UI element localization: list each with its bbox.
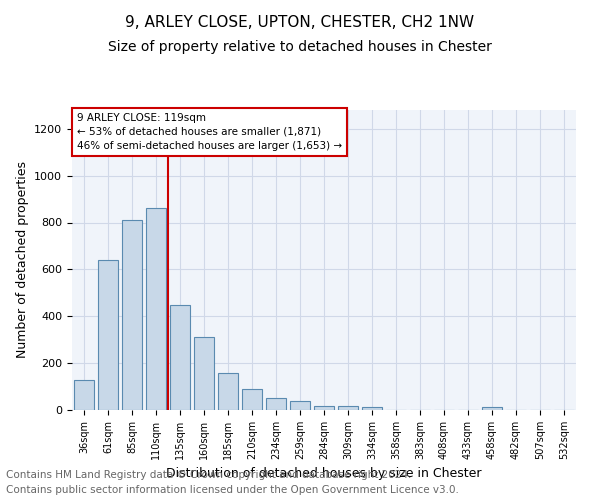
- Bar: [122, 220, 142, 410]
- Bar: [482, 407, 502, 410]
- Bar: [242, 389, 262, 410]
- Bar: [74, 380, 94, 410]
- Text: 9 ARLEY CLOSE: 119sqm
← 53% of detached houses are smaller (1,871)
46% of semi-d: 9 ARLEY CLOSE: 119sqm ← 53% of detached …: [77, 113, 342, 151]
- Text: 9, ARLEY CLOSE, UPTON, CHESTER, CH2 1NW: 9, ARLEY CLOSE, UPTON, CHESTER, CH2 1NW: [125, 15, 475, 30]
- Bar: [218, 372, 238, 410]
- Text: Size of property relative to detached houses in Chester: Size of property relative to detached ho…: [108, 40, 492, 54]
- Y-axis label: Number of detached properties: Number of detached properties: [16, 162, 29, 358]
- Text: Contains public sector information licensed under the Open Government Licence v3: Contains public sector information licen…: [6, 485, 459, 495]
- Bar: [314, 406, 334, 410]
- Bar: [98, 260, 118, 410]
- Bar: [362, 407, 382, 410]
- Text: Contains HM Land Registry data © Crown copyright and database right 2024.: Contains HM Land Registry data © Crown c…: [6, 470, 412, 480]
- Bar: [290, 400, 310, 410]
- Bar: [146, 208, 166, 410]
- Bar: [194, 338, 214, 410]
- Bar: [338, 406, 358, 410]
- Bar: [170, 304, 190, 410]
- Bar: [266, 398, 286, 410]
- X-axis label: Distribution of detached houses by size in Chester: Distribution of detached houses by size …: [166, 468, 482, 480]
